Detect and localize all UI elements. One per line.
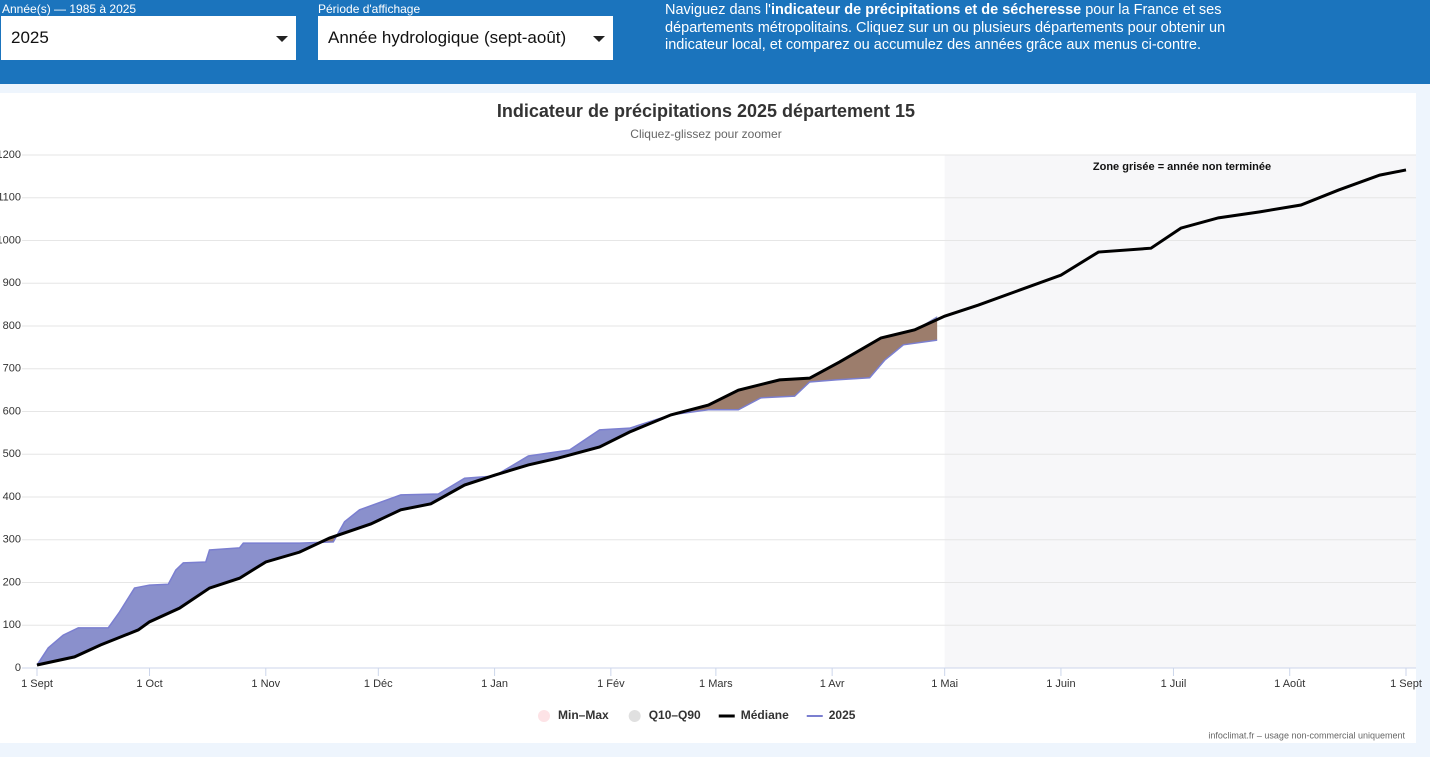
y-tick-label: 0 [15,662,21,674]
intro: Naviguez dans l'indicateur de précipitat… [665,2,1255,55]
header: Année(s) — 1985 à 2025 2025 Période d'af… [0,0,1430,84]
y-tick-label: 400 [3,491,21,503]
annotation: Zone grisée = année non terminée [1093,161,1271,173]
x-tick-label: 1 Juil [1161,678,1187,690]
chart-title: Indicateur de précipitations 2025 départ… [497,101,915,121]
intro-bold: indicateur de précipitations et de séche… [770,2,1082,18]
y-tick-label: 1100 [0,192,21,204]
y-tick-label: 500 [3,448,21,460]
y-tick-label: 100 [3,619,21,631]
legend-label: Q10–Q90 [649,708,701,722]
y-tick-label: 900 [3,277,21,289]
x-tick-label: 1 Jan [481,678,508,690]
year-label: Année(s) — 1985 à 2025 [2,2,137,16]
period-label: Période d'affichage [318,2,421,16]
intro-text: pour la France et ses départements métro… [665,2,1226,53]
credit: infoclimat.fr – usage non-commercial uni… [1208,730,1405,740]
y-tick-label: 1000 [0,234,21,246]
x-tick-label: 1 Août [1274,678,1305,690]
y-tick-label: 700 [3,363,21,375]
x-tick-label: 1 Mai [931,678,958,690]
x-tick-label: 1 Oct [136,678,162,690]
period-select[interactable]: Année hydrologique (sept-août) [318,16,613,60]
series-line [36,339,938,666]
x-tick-label: 1 Avr [820,678,845,690]
legend-symbol [628,710,641,722]
y-tick-label: 1200 [0,149,21,161]
year-select[interactable]: 2025 [1,16,296,60]
x-tick-label: 1 Juin [1046,678,1075,690]
series-line [36,168,1407,667]
x-tick-label: 1 Déc [364,678,393,690]
y-tick-label: 600 [3,405,21,417]
legend-label: Min–Max [558,708,609,722]
legend-label: Médiane [741,708,789,722]
legend-symbol [538,710,550,722]
x-tick-label: 1 Fév [597,678,625,690]
intro-text: Naviguez dans l' [665,2,771,18]
x-tick-label: 1 Sept [1390,678,1422,690]
chart-subtitle: Cliquez-glissez pour zoomer [630,127,781,141]
x-tick-label: 1 Sept [21,678,53,690]
y-tick-label: 200 [3,576,21,588]
x-tick-label: 1 Mars [699,678,733,690]
y-tick-label: 800 [3,320,21,332]
y-tick-label: 300 [3,534,21,546]
legend-label: 2025 [829,708,856,722]
x-tick-label: 1 Nov [251,678,280,690]
